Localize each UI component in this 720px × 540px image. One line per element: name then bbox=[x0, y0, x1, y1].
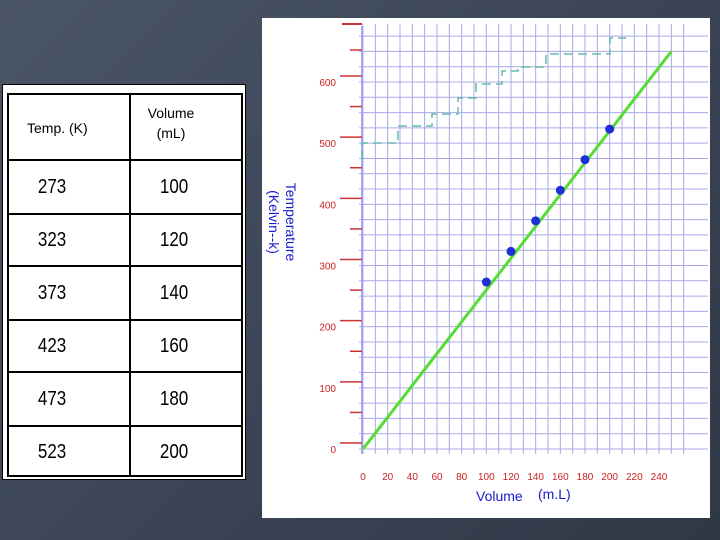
step-decoration bbox=[361, 37, 626, 160]
volume-cell: 160 bbox=[159, 334, 189, 357]
chart-panel: 0 100 200 300 400 500 600 0 20 40 60 80 100 120 140 160… bbox=[262, 18, 710, 518]
y-tick-label: 600 bbox=[319, 78, 336, 89]
y-tick-label: 100 bbox=[319, 384, 336, 395]
x-tick-label: 220 bbox=[626, 472, 643, 483]
volume-cell: 140 bbox=[159, 281, 189, 304]
volume-cell: 120 bbox=[159, 228, 189, 251]
data-point bbox=[506, 246, 516, 256]
column-divider bbox=[129, 95, 131, 475]
temp-cell: 423 bbox=[37, 334, 67, 357]
volume-cell: 180 bbox=[159, 387, 189, 410]
x-tick-label: 160 bbox=[552, 472, 569, 483]
temp-cell: 323 bbox=[37, 228, 67, 251]
temp-cell: 473 bbox=[37, 387, 67, 410]
data-point bbox=[605, 124, 615, 134]
data-table-frame: Temp. (K) Volume (mL) 273 100 323 120 37… bbox=[7, 93, 243, 477]
x-tick-label: 180 bbox=[577, 472, 594, 483]
data-point bbox=[531, 216, 541, 226]
x-tick-label: 100 bbox=[478, 472, 495, 483]
data-table: Temp. (K) Volume (mL) 273 100 323 120 37… bbox=[2, 84, 246, 480]
x-tick-label: 60 bbox=[431, 472, 443, 483]
header-volume: Volume (mL) bbox=[131, 87, 241, 159]
y-tick-label: 0 bbox=[330, 445, 336, 456]
x-tick-label: 200 bbox=[601, 472, 618, 483]
y-tick-label: 500 bbox=[319, 139, 336, 150]
y-axis-label: Temperature bbox=[283, 183, 299, 262]
x-tick-label: 40 bbox=[407, 472, 419, 483]
table-header-row: Temp. (K) Volume (mL) bbox=[9, 95, 241, 161]
x-axis-unit: (m.L) bbox=[538, 486, 571, 502]
table-row: 423 160 bbox=[9, 321, 241, 373]
x-tick-label: 0 bbox=[360, 472, 366, 483]
y-axis-label-unit: (Kelvin--k) bbox=[266, 190, 282, 254]
x-tick-label: 240 bbox=[651, 472, 668, 483]
y-tick-label: 400 bbox=[319, 200, 336, 211]
header-volume-line1: Volume bbox=[147, 105, 195, 121]
header-volume-line2: (mL) bbox=[156, 125, 186, 141]
volume-cell: 200 bbox=[159, 440, 189, 463]
scatter-chart: 0 100 200 300 400 500 600 0 20 40 60 80 100 120 140 160… bbox=[266, 23, 708, 504]
temp-cell: 523 bbox=[37, 440, 67, 463]
x-tick-label: 80 bbox=[456, 472, 468, 483]
data-point bbox=[481, 277, 491, 287]
data-point bbox=[555, 185, 565, 195]
y-tick-label: 200 bbox=[319, 323, 336, 334]
table-row: 273 100 bbox=[9, 161, 241, 215]
temp-cell: 373 bbox=[37, 281, 67, 304]
table-row: 323 120 bbox=[9, 215, 241, 267]
temp-cell: 273 bbox=[37, 175, 67, 198]
volume-cell: 100 bbox=[159, 175, 189, 198]
y-tick-label: 300 bbox=[319, 262, 336, 273]
x-axis-label: Volume bbox=[476, 488, 523, 504]
table-row: 523 200 bbox=[9, 427, 241, 477]
data-point bbox=[580, 155, 590, 165]
fit-line bbox=[361, 50, 673, 450]
x-tick-label: 120 bbox=[503, 472, 520, 483]
header-temp: Temp. (K) bbox=[27, 120, 88, 136]
table-row: 473 180 bbox=[9, 373, 241, 427]
x-tick-label: 140 bbox=[527, 472, 544, 483]
x-tick-label: 20 bbox=[382, 472, 394, 483]
table-row: 373 140 bbox=[9, 267, 241, 321]
